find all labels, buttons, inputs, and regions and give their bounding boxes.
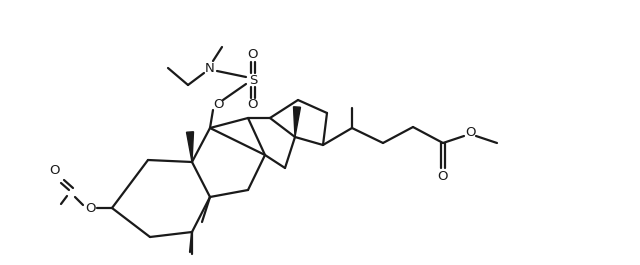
Text: O: O	[248, 48, 259, 61]
Text: O: O	[50, 165, 60, 178]
Text: O: O	[84, 201, 95, 214]
Text: O: O	[212, 99, 223, 112]
Polygon shape	[294, 107, 301, 137]
Text: S: S	[249, 73, 257, 86]
Text: O: O	[465, 126, 476, 139]
Polygon shape	[186, 132, 193, 162]
Text: O: O	[438, 170, 448, 183]
Text: N: N	[205, 61, 215, 74]
Text: O: O	[248, 99, 259, 112]
